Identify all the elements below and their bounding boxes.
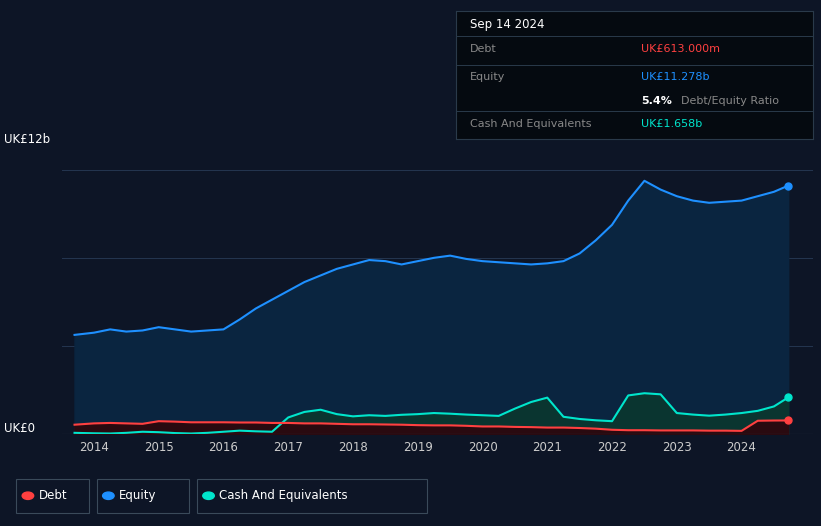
Text: Equity: Equity <box>470 73 505 83</box>
Text: UK£12b: UK£12b <box>4 133 50 146</box>
Text: Cash And Equivalents: Cash And Equivalents <box>470 119 591 129</box>
Text: UK£613.000m: UK£613.000m <box>641 44 720 54</box>
Text: UK£0: UK£0 <box>4 422 35 435</box>
Text: Debt: Debt <box>470 44 497 54</box>
Text: Cash And Equivalents: Cash And Equivalents <box>219 489 348 502</box>
Text: UK£11.278b: UK£11.278b <box>641 73 710 83</box>
Text: Debt: Debt <box>39 489 67 502</box>
Text: Debt/Equity Ratio: Debt/Equity Ratio <box>681 96 778 106</box>
Text: UK£1.658b: UK£1.658b <box>641 119 703 129</box>
Text: 5.4%: 5.4% <box>641 96 672 106</box>
Text: Sep 14 2024: Sep 14 2024 <box>470 18 544 31</box>
Text: Equity: Equity <box>119 489 157 502</box>
